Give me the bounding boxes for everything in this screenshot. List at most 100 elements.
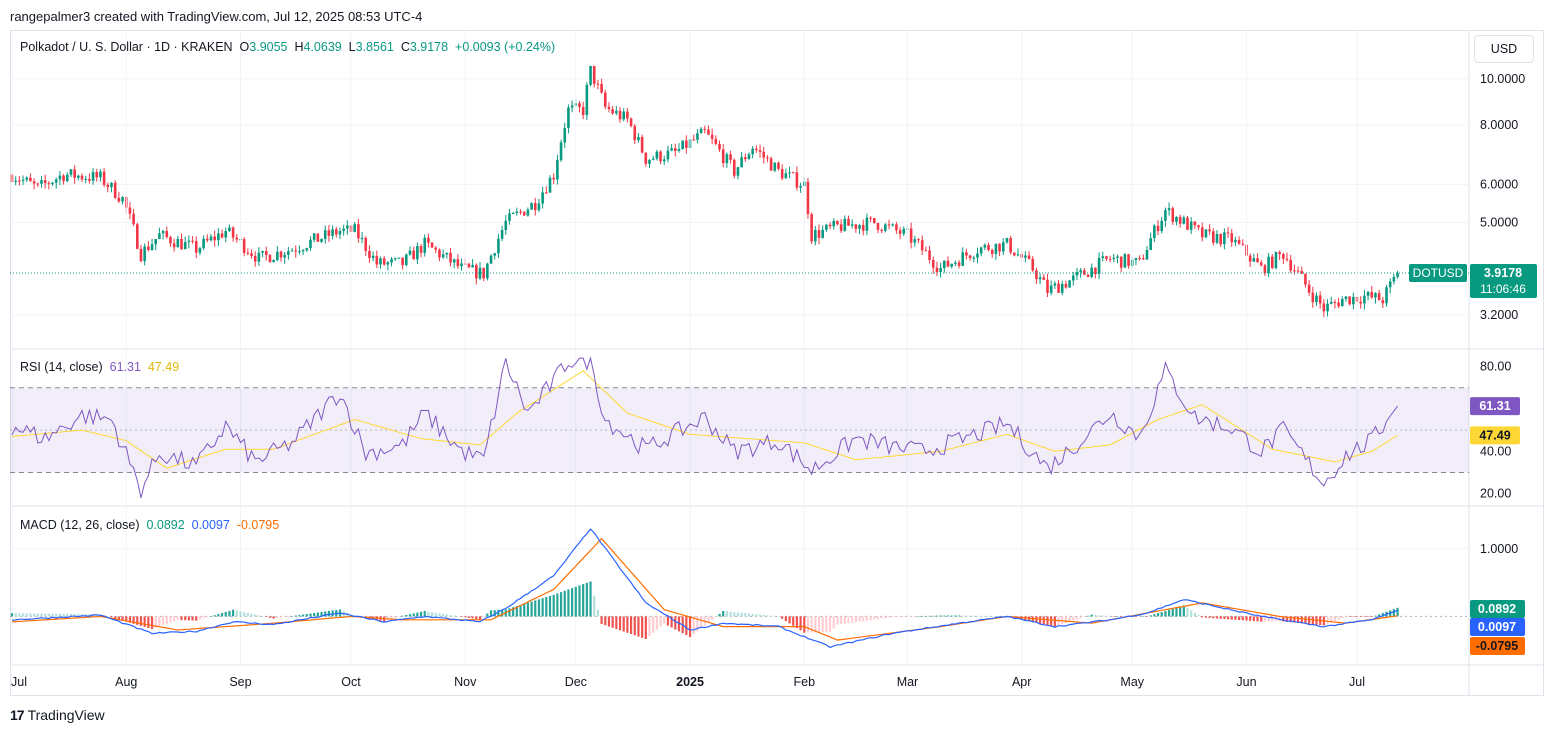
- macd-hist-bar: [1112, 616, 1115, 617]
- candle-body: [346, 225, 349, 229]
- macd-hist-bar: [232, 609, 235, 617]
- macd-hist-bar: [1042, 616, 1045, 625]
- candle-body: [202, 238, 205, 249]
- macd-hist-bar: [1094, 614, 1097, 617]
- macd-hist-bar: [147, 616, 150, 628]
- candle-body: [1090, 267, 1094, 277]
- candle-body: [795, 172, 799, 188]
- candle-body: [191, 240, 194, 242]
- macd-hist-bar: [21, 613, 25, 617]
- macd-hist-bar: [1072, 616, 1075, 621]
- candle-body: [1396, 273, 1399, 277]
- candle-body: [839, 224, 843, 231]
- macd-hist-bar: [526, 602, 529, 617]
- macd-hist-bar: [633, 616, 636, 636]
- candle-body: [924, 250, 928, 252]
- macd-hist-bar: [1182, 605, 1185, 617]
- macd-hist-bar: [467, 616, 471, 618]
- macd-hist-bar: [1234, 616, 1237, 620]
- macd-hist-bar: [537, 599, 541, 617]
- macd-hist-bar: [1330, 616, 1333, 623]
- macd-hist-bar: [489, 610, 493, 617]
- candle-body: [88, 178, 91, 181]
- macd-hist-bar: [1311, 616, 1314, 625]
- candle-body: [257, 252, 261, 262]
- macd-hist-bar: [718, 613, 721, 617]
- macd-hist-bar: [913, 616, 916, 617]
- price-tag-countdown: 11:06:46: [1480, 282, 1526, 296]
- candle-body: [1381, 300, 1385, 304]
- candle-body: [40, 180, 43, 184]
- candle-body: [1141, 258, 1145, 260]
- macd-hist-bar: [781, 616, 784, 619]
- candle-body: [231, 227, 235, 238]
- macd-hist-bar: [1064, 616, 1068, 623]
- macd-hist-bar: [563, 590, 566, 617]
- macd-hist-bar: [158, 616, 161, 627]
- candle-body: [386, 262, 390, 265]
- macd-hist-bar: [674, 616, 677, 630]
- candle-body: [954, 262, 957, 264]
- macd-hist-bar: [1075, 616, 1079, 620]
- macd-hist-bar: [917, 616, 920, 617]
- candle-body: [1307, 284, 1311, 293]
- macd-hist-bar: [438, 613, 441, 617]
- macd-hist-bar: [895, 616, 898, 618]
- macd-hist-bar: [1282, 616, 1285, 622]
- macd-hist-bar: [770, 615, 773, 617]
- candle-body: [976, 253, 979, 258]
- candle-body: [180, 238, 183, 250]
- macd-hist-bar: [655, 616, 658, 630]
- close-label: C: [400, 40, 410, 54]
- macd-hist-bar: [482, 616, 485, 617]
- macd-hist-bar: [641, 616, 644, 638]
- candle-body: [1064, 283, 1068, 288]
- candle-body: [1071, 275, 1075, 281]
- macd-hist-bar: [195, 616, 198, 621]
- candle-body: [430, 242, 434, 248]
- candle-body: [858, 225, 861, 229]
- macd-hist-bar: [40, 613, 43, 617]
- macd-hist-bar: [14, 613, 17, 617]
- candle-body: [460, 263, 463, 267]
- rsi-title: RSI (14, close): [20, 360, 103, 374]
- macd-hist-bar: [688, 616, 692, 638]
- macd-hist-bar: [66, 613, 69, 617]
- macd-hist-bar: [191, 616, 194, 621]
- candle-body: [1285, 258, 1289, 260]
- candle-body: [1344, 296, 1348, 300]
- currency-button[interactable]: USD: [1474, 35, 1534, 63]
- candle-body: [390, 258, 393, 263]
- footer-brand[interactable]: 17 TradingView: [10, 707, 105, 723]
- macd-hist-bar: [114, 616, 117, 619]
- candle-body: [253, 256, 257, 262]
- candle-body: [744, 157, 747, 160]
- candle-body: [172, 243, 176, 248]
- macd-hist-bar: [873, 616, 876, 620]
- candle-body: [489, 255, 493, 264]
- candle-body: [710, 134, 714, 139]
- macd-hist-bar: [578, 585, 581, 617]
- macd-hist-tag: -0.0795: [1476, 639, 1518, 653]
- macd-hist-bar: [593, 595, 596, 617]
- candle-body: [206, 238, 209, 241]
- candle-body: [836, 220, 839, 225]
- candle-body: [99, 171, 102, 178]
- macd-hist-bar: [876, 616, 880, 620]
- macd-hist-bar: [405, 614, 408, 617]
- candle-body: [1200, 227, 1204, 238]
- macd-hist-bar: [419, 611, 423, 617]
- time-tick-label: Sep: [229, 675, 251, 689]
- macd-hist-bar: [910, 616, 913, 617]
- macd-legend: MACD (12, 26, close) 0.0892 0.0097 -0.07…: [20, 518, 279, 532]
- macd-hist-bar: [1186, 607, 1189, 617]
- macd-hist-bar: [1156, 613, 1160, 617]
- macd-hist-bar: [290, 616, 294, 617]
- candle-body: [1027, 255, 1031, 259]
- macd-hist-bar: [239, 611, 242, 617]
- macd-hist-bar: [556, 593, 559, 617]
- candle-body: [946, 260, 950, 267]
- candle-body: [412, 250, 415, 260]
- candle-body: [828, 224, 832, 227]
